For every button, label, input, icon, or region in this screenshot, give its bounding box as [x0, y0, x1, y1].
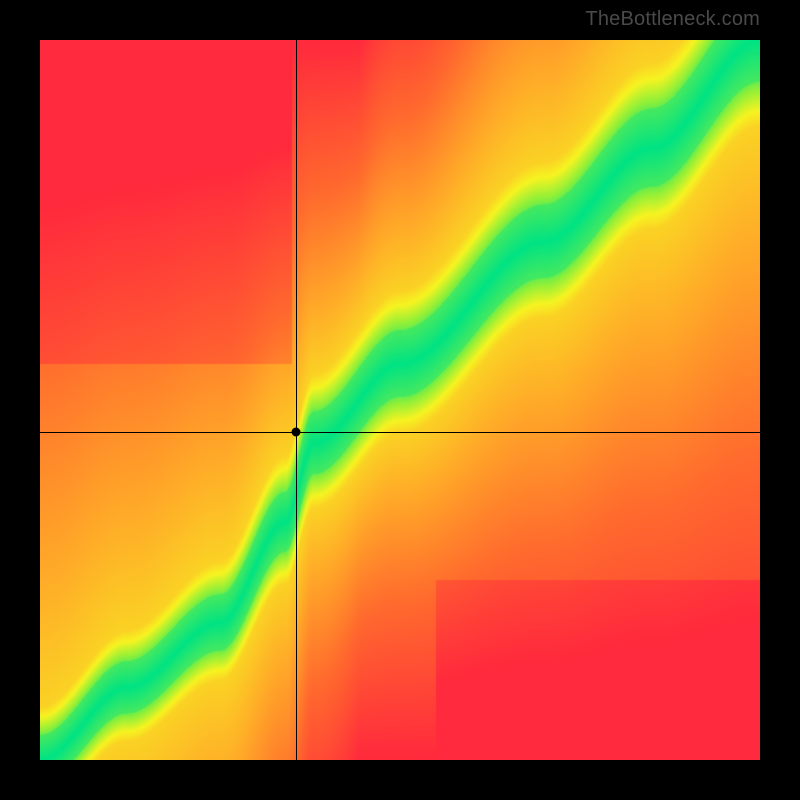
heatmap-canvas — [40, 40, 760, 760]
crosshair-vertical-line — [296, 40, 297, 760]
heatmap-plot-area — [40, 40, 760, 760]
crosshair-horizontal-line — [40, 432, 760, 433]
watermark-text: TheBottleneck.com — [585, 8, 760, 31]
crosshair-marker-dot — [291, 428, 300, 437]
